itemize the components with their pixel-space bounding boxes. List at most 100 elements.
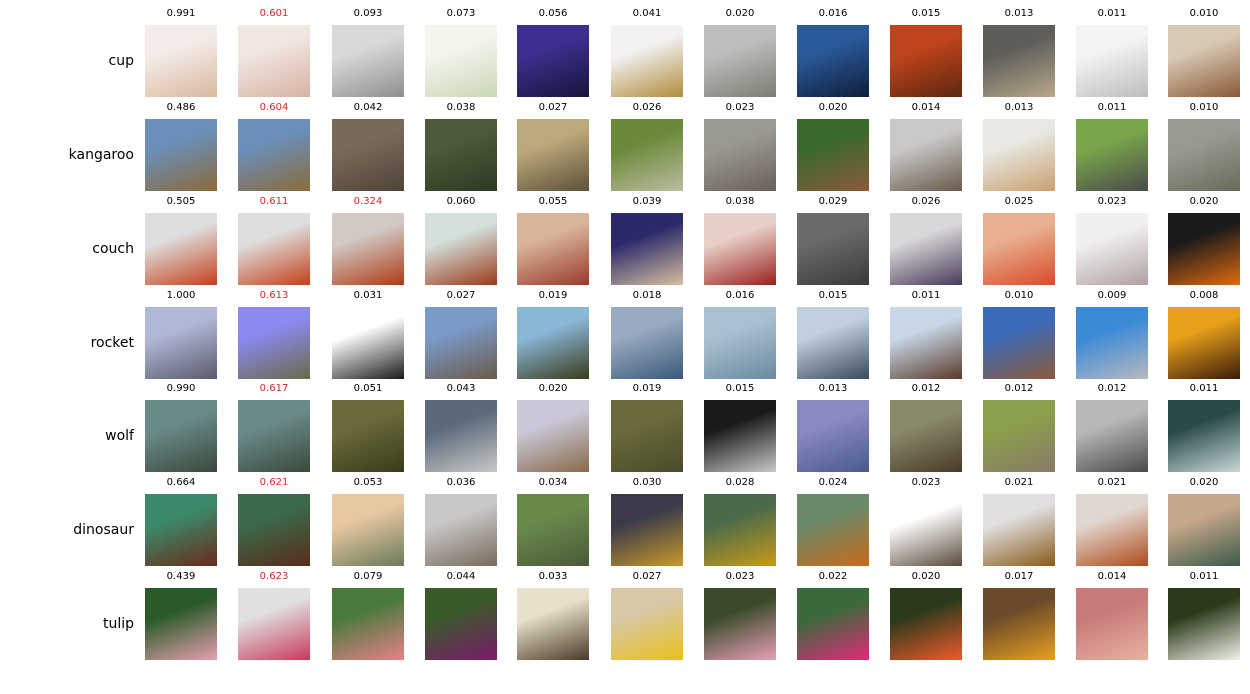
score-label: 0.010: [1189, 8, 1219, 19]
image-thumbnail: [1076, 307, 1148, 379]
image-thumbnail: [1076, 25, 1148, 97]
image-thumbnail: [797, 494, 869, 566]
image-thumbnail: [425, 307, 497, 379]
score-label: 0.604: [259, 102, 289, 113]
image-thumbnail: [611, 307, 683, 379]
image-thumbnail: [238, 213, 310, 285]
image-thumbnail: [890, 400, 962, 472]
image-thumbnail: [238, 400, 310, 472]
image-thumbnail: [890, 213, 962, 285]
score-label: 0.505: [166, 196, 196, 207]
score-label: 0.027: [446, 290, 476, 301]
image-thumbnail: [517, 119, 589, 191]
score-label: 0.036: [446, 477, 476, 488]
image-thumbnail: [1168, 400, 1240, 472]
score-label: 0.015: [725, 383, 755, 394]
score-label: 0.020: [538, 383, 568, 394]
row-label-tulip: tulip: [102, 616, 134, 632]
score-label: 0.439: [166, 571, 196, 582]
score-label: 0.020: [725, 8, 755, 19]
image-thumbnail: [1076, 213, 1148, 285]
image-thumbnail: [704, 213, 776, 285]
image-thumbnail: [425, 400, 497, 472]
image-thumbnail: [611, 119, 683, 191]
image-thumbnail: [425, 494, 497, 566]
score-label: 0.664: [166, 477, 196, 488]
score-label: 0.014: [1097, 571, 1127, 582]
image-thumbnail: [983, 25, 1055, 97]
row-label-rocket: rocket: [90, 335, 134, 351]
image-thumbnail: [145, 213, 217, 285]
score-label: 0.022: [818, 571, 848, 582]
score-label: 0.029: [818, 196, 848, 207]
score-label: 0.021: [1004, 477, 1034, 488]
score-label: 0.009: [1097, 290, 1127, 301]
score-label: 0.025: [1004, 196, 1034, 207]
score-label: 0.041: [632, 8, 662, 19]
score-label: 0.623: [259, 571, 289, 582]
image-thumbnail: [238, 307, 310, 379]
score-label: 0.015: [818, 290, 848, 301]
row-label-wolf: wolf: [105, 428, 134, 444]
score-label: 0.027: [632, 571, 662, 582]
image-thumbnail: [704, 400, 776, 472]
score-label: 0.034: [538, 477, 568, 488]
score-label: 0.324: [353, 196, 383, 207]
score-label: 0.051: [353, 383, 383, 394]
score-label: 0.053: [353, 477, 383, 488]
score-label: 0.011: [1097, 8, 1127, 19]
image-thumbnail: [890, 588, 962, 660]
image-thumbnail: [1076, 494, 1148, 566]
image-thumbnail: [332, 307, 404, 379]
score-label: 0.030: [632, 477, 662, 488]
score-label: 0.020: [911, 571, 941, 582]
score-label: 0.026: [632, 102, 662, 113]
score-label: 0.042: [353, 102, 383, 113]
image-thumbnail: [611, 588, 683, 660]
image-thumbnail: [1076, 119, 1148, 191]
score-label: 0.617: [259, 383, 289, 394]
score-label: 0.020: [1189, 196, 1219, 207]
score-label: 0.016: [818, 8, 848, 19]
score-label: 0.023: [725, 102, 755, 113]
score-label: 0.013: [818, 383, 848, 394]
image-thumbnail: [983, 400, 1055, 472]
image-thumbnail: [145, 400, 217, 472]
image-thumbnail: [425, 213, 497, 285]
score-label: 0.024: [818, 477, 848, 488]
score-label: 0.008: [1189, 290, 1219, 301]
score-label: 0.039: [632, 196, 662, 207]
score-label: 0.060: [446, 196, 476, 207]
score-label: 0.012: [1097, 383, 1127, 394]
score-label: 0.601: [259, 8, 289, 19]
image-thumbnail: [704, 25, 776, 97]
score-label: 0.043: [446, 383, 476, 394]
score-label: 0.991: [166, 8, 196, 19]
score-label: 0.055: [538, 196, 568, 207]
score-label: 0.033: [538, 571, 568, 582]
image-thumbnail: [425, 588, 497, 660]
image-thumbnail: [1168, 307, 1240, 379]
image-thumbnail: [332, 119, 404, 191]
image-thumbnail: [611, 25, 683, 97]
score-label: 0.011: [911, 290, 941, 301]
image-thumbnail: [425, 119, 497, 191]
score-label: 1.000: [166, 290, 196, 301]
score-label: 0.611: [259, 196, 289, 207]
score-label: 0.013: [1004, 102, 1034, 113]
image-thumbnail: [238, 494, 310, 566]
image-thumbnail: [517, 213, 589, 285]
score-label: 0.073: [446, 8, 476, 19]
image-thumbnail: [704, 494, 776, 566]
image-thumbnail: [332, 25, 404, 97]
score-label: 0.023: [911, 477, 941, 488]
image-thumbnail: [332, 213, 404, 285]
score-label: 0.038: [725, 196, 755, 207]
image-thumbnail: [704, 307, 776, 379]
score-label: 0.010: [1189, 102, 1219, 113]
image-thumbnail: [797, 119, 869, 191]
score-label: 0.093: [353, 8, 383, 19]
image-thumbnail: [983, 119, 1055, 191]
image-thumbnail: [797, 588, 869, 660]
image-thumbnail: [797, 25, 869, 97]
